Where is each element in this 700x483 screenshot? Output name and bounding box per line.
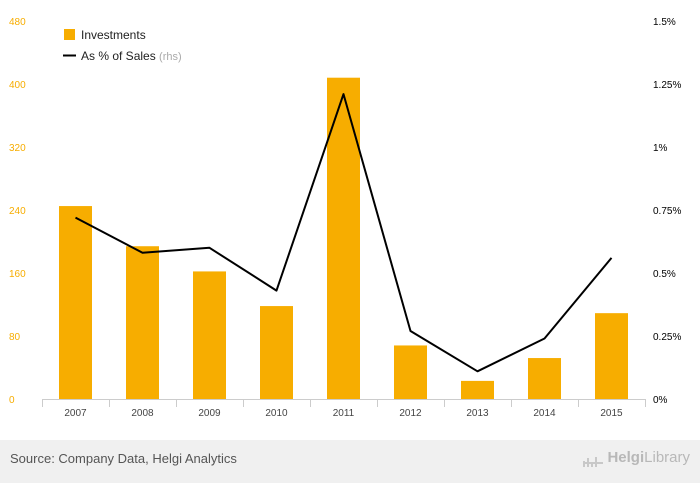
bar-2014 [528,358,561,399]
bar-2007 [59,206,92,399]
x-tick-label: 2008 [131,408,154,419]
legend-label-pct-of-sales: As % of Sales (rhs) [81,49,182,63]
left-tick-label: 0 [9,395,15,406]
right-tick-label: 0.75% [653,206,681,217]
bar-2015 [595,313,628,399]
right-tick-label: 1% [653,143,668,154]
chart: 2007 2008 2009 2010 2011 2012 2013 2014 2015 0 80 1… [9,17,681,419]
right-tick-label: 0.5% [653,269,676,280]
x-tick-label: 2007 [64,408,87,419]
x-tick-label: 2015 [600,408,623,419]
right-tick-label: 0% [653,395,668,406]
source-note: Source: Company Data, Helgi Analytics [10,451,237,466]
helgi-library-logo[interactable]: HelgiLibrary [583,449,690,467]
legend-rhs-note: (rhs) [159,51,182,63]
bar-2008 [126,246,159,399]
right-tick-label: 0.25% [653,332,681,343]
footer: Source: Company Data, Helgi Analytics He… [0,440,700,483]
left-tick-label: 80 [9,332,21,343]
legend-swatch-investments [64,29,75,40]
bar-2009 [193,271,226,399]
x-tick-label: 2014 [533,408,556,419]
right-tick-label: 1.5% [653,17,676,28]
bar-2010 [260,306,293,399]
x-tick-label: 2010 [265,408,288,419]
x-tick-label: 2011 [333,408,355,419]
left-tick-label: 240 [9,206,26,217]
x-tick-label: 2013 [466,408,489,419]
legend-label-investments: Investments [81,28,146,42]
pct-of-sales-line [75,93,613,373]
left-tick-label: 400 [9,80,26,91]
left-tick-label: 320 [9,143,26,154]
left-tick-label: 480 [9,17,26,28]
bar-2013 [461,380,494,399]
x-tick-label: 2009 [198,408,221,419]
library-books-icon [583,450,604,467]
x-tick-label: 2012 [399,408,422,419]
bar-2012 [394,345,427,399]
left-tick-label: 160 [9,269,26,280]
right-tick-label: 1.25% [653,80,681,91]
